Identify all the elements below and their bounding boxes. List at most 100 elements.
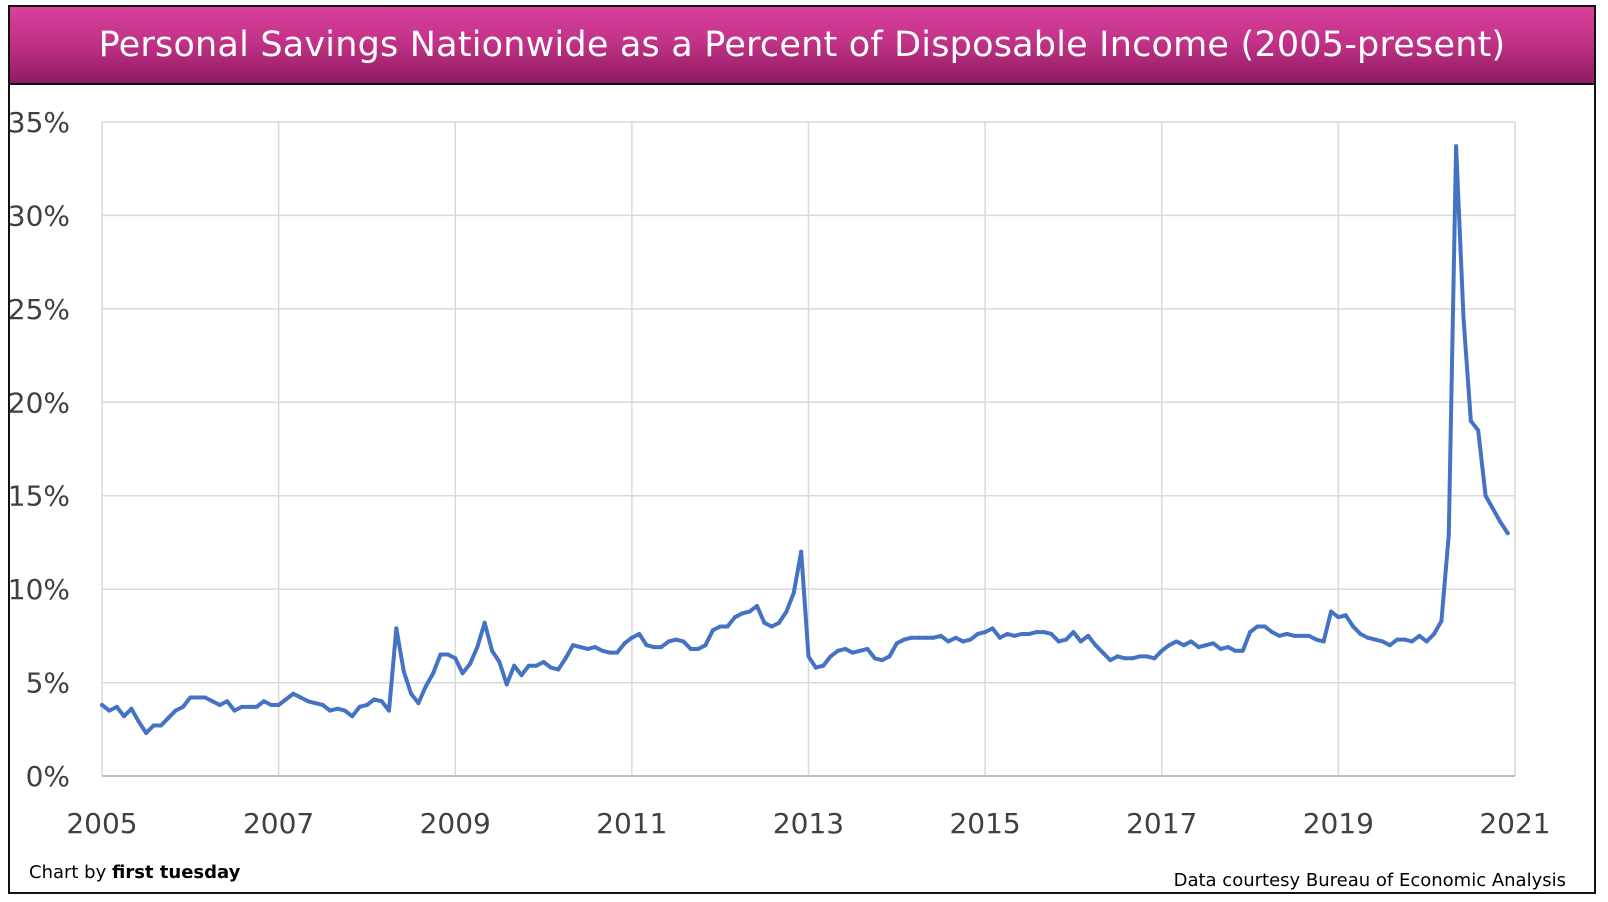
data-point [372,697,377,702]
x-tick-label: 2009 [420,807,491,840]
data-point [850,650,855,655]
data-point [453,656,458,661]
data-point [1409,639,1414,644]
data-point [666,639,671,644]
data-point [468,661,472,666]
data-point [696,646,701,651]
data-point [306,699,311,704]
data-point [1270,630,1275,635]
data-point [1167,643,1172,648]
data-point [210,699,215,704]
data-point [894,641,899,646]
y-tick-label: 30% [8,199,70,232]
data-point [180,704,185,709]
data-point [1380,639,1385,644]
data-point [328,708,333,713]
data-point [1476,428,1481,433]
data-point [1387,643,1392,648]
data-point [1365,635,1370,640]
data-point [188,695,193,700]
data-point [394,626,399,631]
data-point [659,645,664,650]
data-point [320,702,325,707]
data-point [1439,618,1444,623]
data-point [1159,648,1164,653]
data-point [1343,613,1348,618]
data-point [953,635,958,640]
data-point [835,648,840,653]
data-point [136,719,141,724]
data-point [880,658,885,663]
data-point [504,682,509,687]
data-point [1078,639,1083,644]
data-point [806,654,811,659]
data-point [423,684,428,689]
data-point [1358,631,1363,636]
data-point [203,695,208,700]
data-point [291,691,296,696]
data-point [828,654,833,659]
data-point [990,626,995,631]
data-point [799,549,804,554]
chart-frame [8,5,1596,894]
data-source: Data courtesy Bureau of Economic Analysi… [1173,870,1566,891]
data-point [578,645,583,650]
data-point [1490,506,1495,511]
data-point [961,639,966,644]
x-tick-label: 2011 [596,807,667,840]
data-point [703,643,708,648]
data-point [924,635,929,640]
data-point [1174,639,1179,644]
data-point [100,702,104,707]
data-point [585,646,590,651]
data-point [865,646,870,651]
data-point [1417,633,1422,638]
data-point [1454,144,1459,149]
data-point [1277,633,1282,638]
data-point [1145,654,1149,659]
data-point [762,620,767,625]
data-point [541,660,546,665]
data-point [519,673,524,678]
y-tick-label: 10% [8,573,70,606]
data-point [725,624,730,629]
data-point [497,660,502,665]
data-point [1071,630,1076,635]
data-point [1402,637,1407,642]
data-point [1130,656,1135,661]
data-point [438,652,443,657]
data-point [938,633,943,638]
y-tick-label: 25% [8,293,70,326]
data-point [916,635,921,640]
x-tick-label: 2021 [1479,807,1550,840]
data-point [622,641,627,646]
y-tick-label: 0% [26,760,70,793]
data-point [1306,633,1311,638]
data-point [946,639,951,644]
data-point [1292,633,1297,638]
data-point [158,723,163,728]
data-point [681,639,686,644]
data-point [335,706,340,711]
data-point [1189,639,1194,644]
data-point [1196,645,1201,650]
data-point [1329,609,1334,614]
x-tick-label: 2005 [66,807,137,840]
data-point [173,708,178,713]
data-point [1203,643,1208,648]
data-point [857,648,862,653]
data-point [755,603,760,608]
data-point [813,665,818,670]
data-point [651,645,656,650]
data-point [784,609,789,614]
data-point [593,645,598,650]
credit-prefix: Chart by [29,862,112,883]
x-tick-label: 2019 [1303,807,1374,840]
data-point [1019,631,1024,636]
data-point [1100,650,1105,655]
data-point [637,631,642,636]
data-point [674,637,679,642]
data-point [997,635,1002,640]
data-point [747,609,752,614]
